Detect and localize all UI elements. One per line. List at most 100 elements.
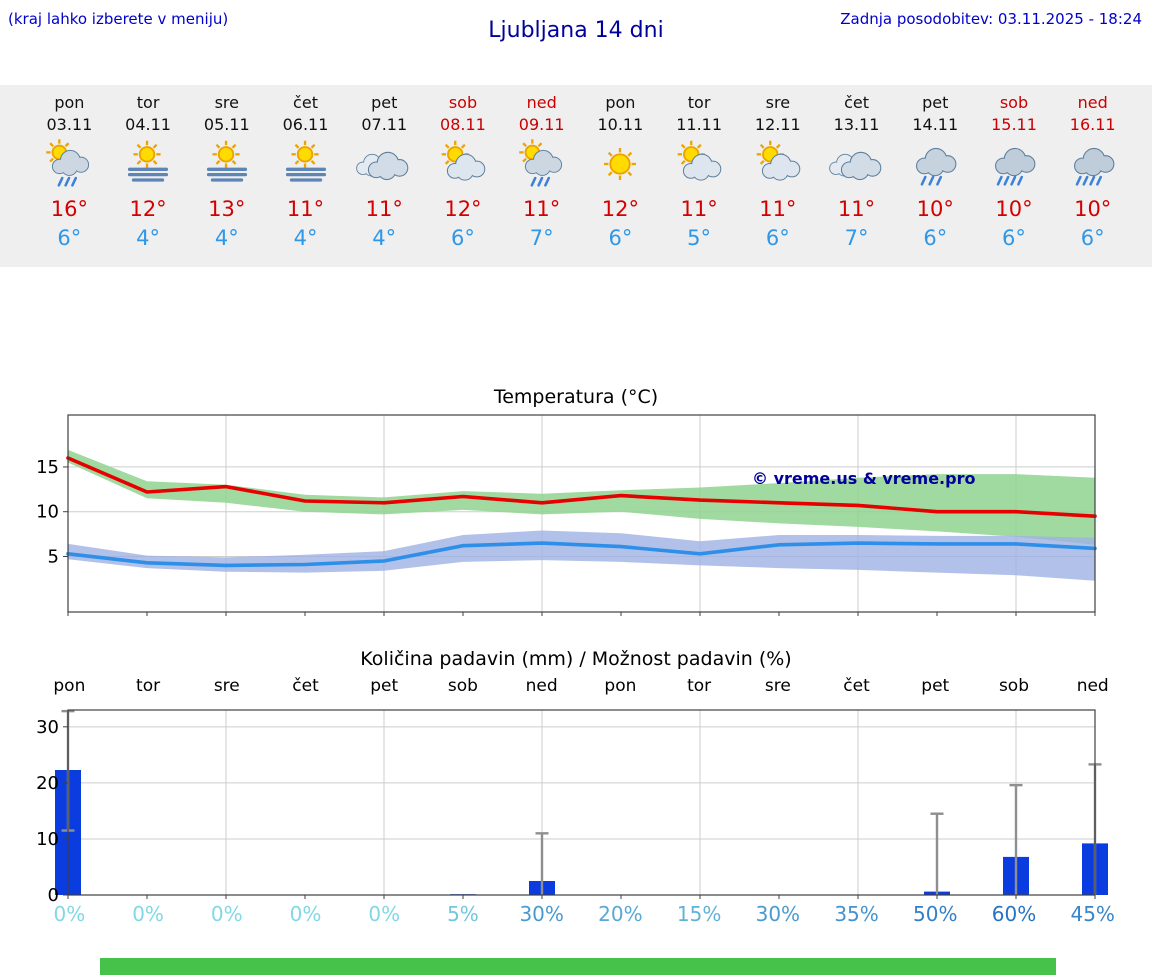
forecast-day-4[interactable]: pet 07.11 11° 4°: [345, 85, 424, 267]
day-low-temp: 4°: [214, 226, 239, 250]
day-date: 06.11: [282, 115, 329, 134]
forecast-day-9[interactable]: sre 12.11 11° 6°: [738, 85, 817, 267]
day-date: 03.11: [46, 115, 93, 134]
max-temp-range-band: [68, 449, 1095, 545]
forecast-day-13[interactable]: ned 16.11 10° 6°: [1053, 85, 1132, 267]
svg-text:20: 20: [36, 773, 59, 794]
cloud-glyph: [840, 151, 881, 181]
day-name: ned: [526, 93, 557, 112]
sun-fog-icon: [266, 139, 345, 191]
sun-glyph: [212, 140, 240, 168]
temperature-chart-title: Temperatura (°C): [493, 386, 659, 408]
day-low-temp: 7°: [529, 226, 554, 250]
precip-prob-label: 20%: [598, 902, 643, 926]
precip-day-label: pon: [604, 676, 637, 696]
day-low-temp: 5°: [687, 226, 712, 250]
sun-glyph: [133, 140, 161, 168]
day-low-temp: 6°: [57, 226, 82, 250]
forecast-day-11[interactable]: pet 14.11 10° 6°: [896, 85, 975, 267]
cloud-glyph: [994, 147, 1036, 177]
svg-text:15: 15: [36, 457, 59, 478]
precip-day-label: ned: [1076, 676, 1109, 696]
page-title: Ljubljana 14 dni: [488, 18, 664, 43]
day-date: 16.11: [1069, 115, 1116, 134]
sun-icon: [581, 139, 660, 191]
watermark: © vreme.us & vreme.pro: [752, 469, 975, 488]
forecast-day-8[interactable]: tor 11.11 11° 5°: [660, 85, 739, 267]
day-low-temp: 6°: [765, 226, 790, 250]
forecast-day-3[interactable]: čet 06.11 11° 4°: [266, 85, 345, 267]
cloud-glyph: [446, 153, 486, 181]
day-high-temp: 11°: [286, 197, 325, 221]
precip-chart-title: Količina padavin (mm) / Možnost padavin …: [360, 648, 792, 670]
day-name: tor: [687, 93, 711, 112]
precip-prob-label: 15%: [676, 902, 722, 926]
svg-text:10: 10: [36, 502, 59, 523]
forecast-day-7[interactable]: pon 10.11 12° 6°: [581, 85, 660, 267]
precip-day-label: ned: [525, 676, 558, 696]
day-low-temp: 6°: [1080, 226, 1105, 250]
day-date: 12.11: [754, 115, 801, 134]
forecast-day-12[interactable]: sob 15.11 10° 6°: [975, 85, 1054, 267]
menu-hint: (kraj lahko izberete v meniju): [8, 10, 229, 28]
cloudy-icon: [817, 139, 896, 191]
forecast-day-6[interactable]: ned 09.11 11° 7°: [502, 85, 581, 267]
day-name: sob: [999, 93, 1029, 112]
day-date: 08.11: [440, 115, 486, 134]
cloud-glyph: [1073, 147, 1115, 177]
day-high-temp: 11°: [759, 197, 797, 221]
day-high-temp: 10°: [995, 197, 1033, 221]
cloud-glyph: [761, 153, 801, 181]
precip-prob-label: 35%: [834, 902, 879, 926]
day-date: 07.11: [361, 115, 408, 134]
min-temp-line: [66, 541, 1097, 568]
precip-day-label: čet: [292, 676, 319, 696]
day-name: čet: [844, 93, 869, 112]
sun-fog-icon: [187, 139, 266, 191]
cloud-glyph: [683, 153, 722, 181]
precip-day-label: sob: [998, 676, 1030, 696]
precip-day-labels: pon tor sre čet pet sob ned pon tor sre čet pet sob n…: [30, 676, 1132, 696]
precip-prob-label: 30%: [755, 902, 801, 926]
day-high-temp: 11°: [523, 197, 561, 221]
forecast-day-1[interactable]: tor 04.11 12° 4°: [109, 85, 188, 267]
sun-rain-icon: [502, 139, 581, 191]
day-name: pet: [371, 93, 398, 112]
day-high-temp: 11°: [365, 197, 403, 221]
forecast-day-10[interactable]: čet 13.11 11° 7°: [817, 85, 896, 267]
day-date: 05.11: [203, 115, 250, 134]
precip-prob-label: 0%: [210, 902, 243, 926]
day-high-temp: 12°: [129, 197, 167, 221]
max-temp-line: [66, 456, 1097, 518]
svg-text:0: 0: [48, 885, 59, 903]
rain-icon: [896, 139, 975, 191]
day-high-temp: 13°: [208, 197, 246, 221]
svg-text:5: 5: [48, 547, 59, 568]
forecast-day-0[interactable]: pon 03.11 16° 6°: [30, 85, 109, 267]
heavy-rain-icon: [1053, 139, 1132, 191]
forecast-strip: pon 03.11 16° 6° tor 04.11 12° 4° sre 05.11 13° 4° č…: [0, 85, 1152, 267]
precip-prob-label: 50%: [913, 902, 958, 926]
precip-prob-label: 30%: [519, 902, 564, 926]
sun-glyph: [604, 148, 637, 180]
cloud-glyph: [368, 151, 409, 181]
day-low-temp: 6°: [923, 226, 948, 250]
day-low-temp: 6°: [451, 226, 475, 250]
day-date: 14.11: [912, 115, 959, 134]
precip-day-label: čet: [843, 676, 870, 696]
precip-day-label: pon: [53, 676, 86, 696]
day-name: pon: [605, 93, 636, 112]
day-high-temp: 12°: [601, 197, 639, 221]
day-high-temp: 11°: [680, 197, 718, 221]
svg-text:10: 10: [36, 829, 59, 850]
cloud-glyph: [52, 149, 90, 176]
day-low-temp: 4°: [372, 226, 397, 250]
precip-day-label: tor: [136, 676, 161, 696]
day-name: čet: [293, 93, 318, 112]
last-updated: Zadnja posodobitev: 03.11.2025 - 18:24: [840, 10, 1142, 28]
day-high-temp: 10°: [1074, 197, 1112, 221]
forecast-day-2[interactable]: sre 05.11 13° 4°: [187, 85, 266, 267]
sun-glyph: [290, 140, 319, 168]
precip-day-label: sre: [213, 676, 240, 696]
forecast-day-5[interactable]: sob 08.11 12° 6°: [424, 85, 503, 267]
